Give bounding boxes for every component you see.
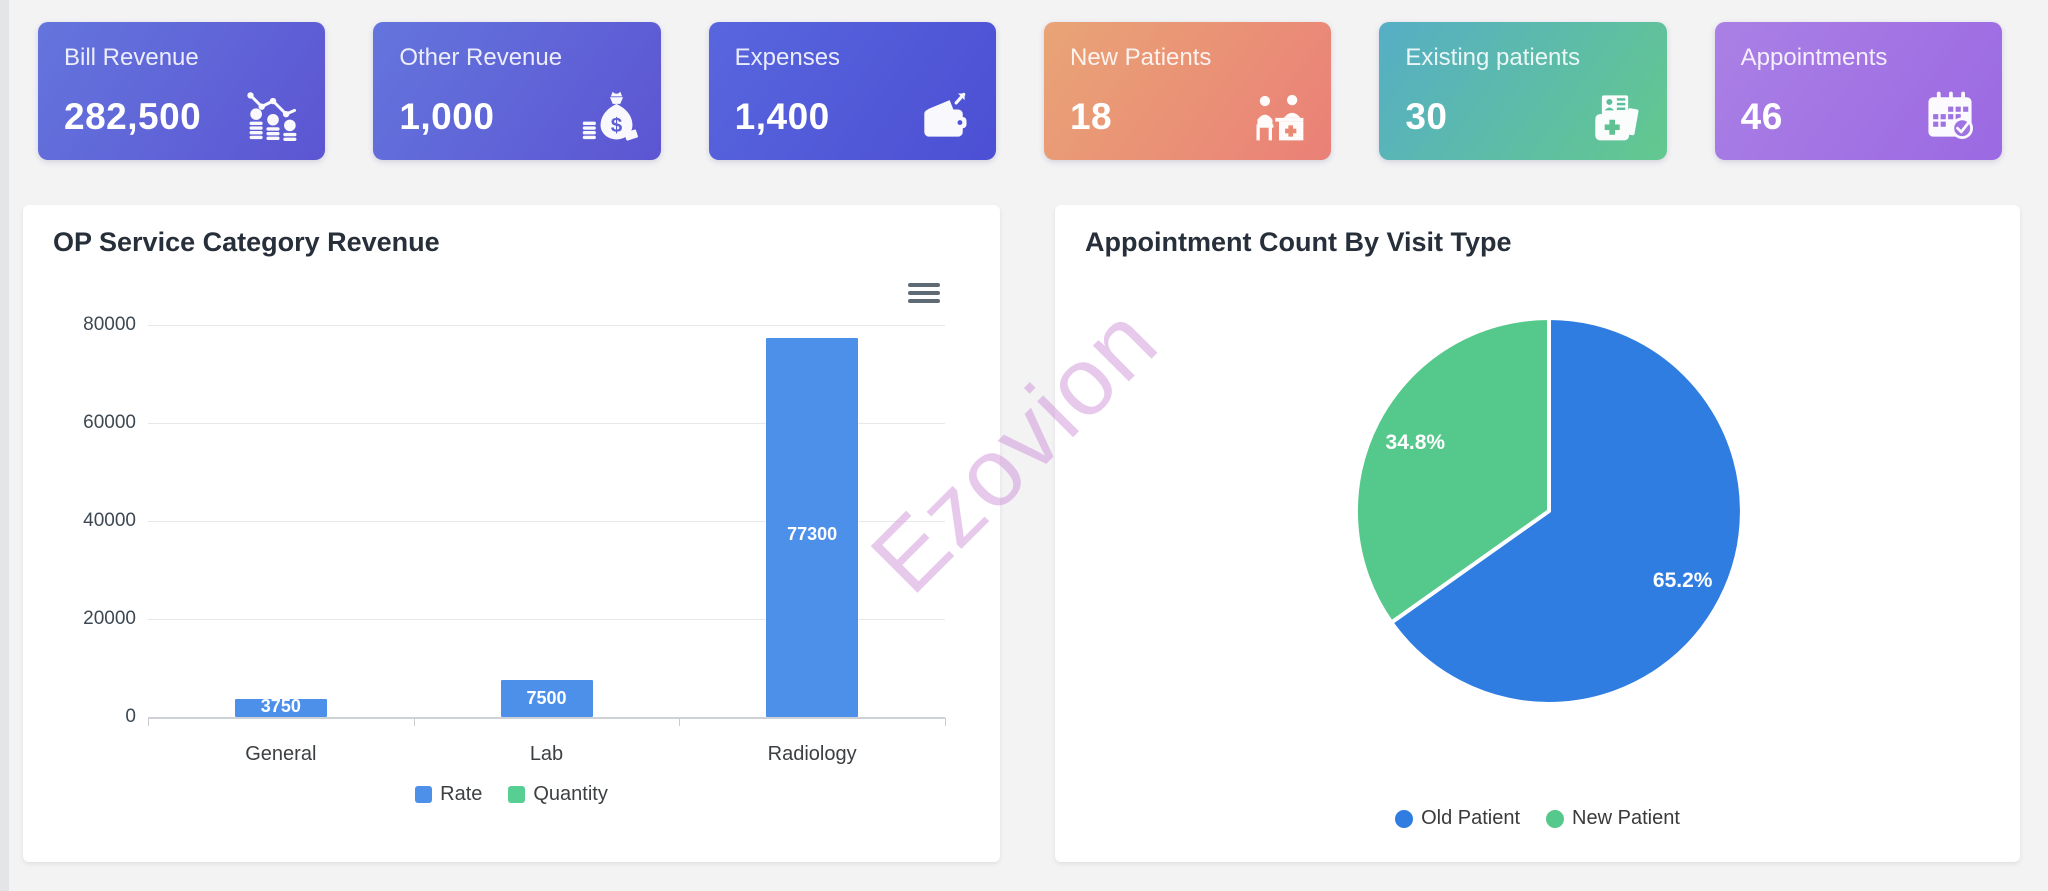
legend-label: Rate bbox=[440, 783, 483, 805]
hamburger-menu-icon[interactable] bbox=[908, 283, 940, 307]
legend-item-new-patient[interactable]: New Patient bbox=[1546, 807, 1680, 830]
x-axis-label: General bbox=[245, 743, 317, 765]
kpi-card-expenses[interactable]: Expenses 1,400 bbox=[708, 22, 996, 160]
reception-patients-icon bbox=[1256, 94, 1304, 141]
gridline bbox=[148, 619, 945, 620]
x-axis-tick bbox=[945, 718, 946, 726]
bar-value-label: 7500 bbox=[526, 688, 567, 709]
legend-swatch bbox=[508, 786, 526, 803]
gridline bbox=[148, 423, 945, 424]
legend-dot bbox=[1546, 809, 1565, 828]
kpi-value: 1,400 bbox=[734, 96, 830, 137]
pie-chart-legend: Old Patient New Patient bbox=[1055, 807, 2020, 830]
x-axis-label: Radiology bbox=[767, 743, 857, 765]
pie-slice-label: 34.8% bbox=[1386, 431, 1446, 454]
svg-text:$: $ bbox=[610, 114, 622, 137]
legend-label: Quantity bbox=[533, 783, 608, 805]
kpi-value: 282,500 bbox=[64, 96, 202, 137]
kpi-label: Other Revenue bbox=[399, 44, 563, 71]
legend-dot bbox=[1395, 809, 1414, 828]
legend-item-quantity: Quantity bbox=[508, 783, 608, 806]
pie-slice-label: 65.2% bbox=[1653, 569, 1713, 592]
bar-lab[interactable] bbox=[500, 680, 593, 717]
bar-general[interactable] bbox=[234, 698, 327, 717]
x-axis-label: Lab bbox=[529, 743, 564, 765]
pie-chart: 65.2% 34.8% bbox=[1353, 316, 1744, 706]
legend-item-rate: Rate bbox=[415, 783, 482, 806]
money-bag-icon: $ bbox=[582, 91, 638, 141]
kpi-card-bill-revenue[interactable]: Bill Revenue 282,500 bbox=[38, 22, 326, 160]
x-axis-tick bbox=[148, 718, 149, 726]
bar-chart-title: OP Service Category Revenue bbox=[53, 227, 440, 257]
gridline bbox=[148, 325, 945, 326]
kpi-row: Bill Revenue 282,500 Other Revenue 1,000… bbox=[38, 22, 2002, 160]
kpi-label: Existing patients bbox=[1405, 44, 1581, 71]
kpi-value: 46 bbox=[1740, 96, 1783, 137]
pie-slice-old-patient[interactable] bbox=[1389, 316, 1744, 706]
legend-label: Old Patient bbox=[1421, 807, 1521, 829]
bar-chart-legend: Rate Quantity bbox=[23, 783, 1000, 806]
legend-item-old-patient[interactable]: Old Patient bbox=[1395, 807, 1520, 830]
pie-chart-title: Appointment Count By Visit Type bbox=[1085, 227, 1512, 257]
legend-label: New Patient bbox=[1572, 807, 1680, 829]
legend-swatch bbox=[415, 786, 433, 803]
medical-records-bag-icon bbox=[1594, 95, 1639, 141]
y-axis-label: 20000 bbox=[83, 608, 136, 629]
x-axis-tick bbox=[679, 718, 681, 726]
y-axis-label: 80000 bbox=[83, 314, 136, 335]
bar-value-label: 3750 bbox=[260, 696, 301, 716]
pie-slice-new-patient[interactable] bbox=[1353, 316, 1551, 625]
y-axis-label: 60000 bbox=[83, 412, 136, 433]
kpi-label: Appointments bbox=[1740, 44, 1888, 71]
kpi-card-existing-patients[interactable]: Existing patients 30 bbox=[1379, 22, 1667, 160]
bar-chart: 0 20000 40000 60000 80000 General 3750 Lab 7500 R… bbox=[23, 205, 1000, 862]
gridline bbox=[148, 521, 945, 522]
kpi-label: Expenses bbox=[734, 44, 841, 71]
bar-value-label: 77300 bbox=[787, 524, 838, 545]
kpi-card-other-revenue[interactable]: Other Revenue 1,000 $ bbox=[373, 22, 661, 160]
bar-radiology[interactable] bbox=[766, 338, 859, 717]
pie-chart-card: Appointment Count By Visit Type 65.2% 34.… bbox=[1055, 205, 2020, 862]
kpi-card-new-patients[interactable]: New Patients 18 bbox=[1043, 22, 1332, 160]
charts-row: OP Service Category Revenue 0 20000 40000 6… bbox=[23, 205, 2020, 862]
coins-trend-down-icon bbox=[247, 92, 297, 141]
y-axis-label: 40000 bbox=[83, 510, 136, 531]
kpi-value: 1,000 bbox=[399, 96, 495, 137]
kpi-label: Bill Revenue bbox=[64, 44, 199, 71]
kpi-value: 30 bbox=[1405, 96, 1448, 137]
x-axis-line bbox=[148, 717, 945, 719]
bar-chart-card: OP Service Category Revenue 0 20000 40000 6… bbox=[23, 205, 1000, 862]
calendar-check-icon bbox=[1928, 91, 1973, 139]
wallet-icon bbox=[924, 92, 967, 137]
kpi-value: 18 bbox=[1069, 96, 1113, 137]
x-axis-tick bbox=[413, 718, 415, 726]
kpi-card-appointments[interactable]: Appointments 46 bbox=[1714, 22, 2002, 160]
y-axis-label: 0 bbox=[125, 706, 136, 727]
kpi-label: New Patients bbox=[1069, 44, 1212, 71]
